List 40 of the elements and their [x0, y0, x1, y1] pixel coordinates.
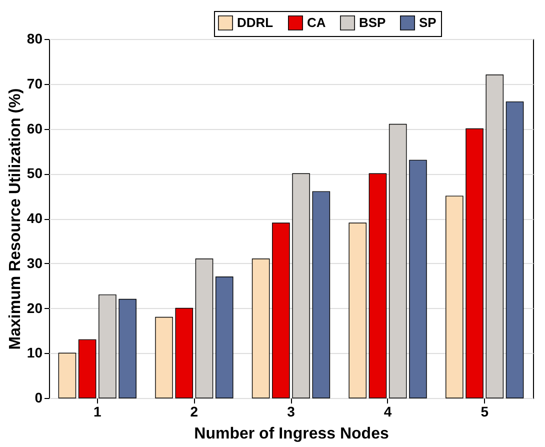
bar	[175, 308, 194, 398]
x-tick-label: 1	[94, 404, 102, 420]
y-tick-label: 70	[26, 75, 43, 92]
y-axis-title: Maximum Resource Utilization (%)	[6, 88, 24, 350]
y-tick-label: 40	[26, 210, 43, 226]
bar	[292, 173, 310, 398]
bar	[195, 258, 214, 398]
x-tick-label: 5	[480, 404, 489, 420]
bar	[348, 222, 367, 398]
bar	[312, 191, 330, 398]
x-axis-title: Number of Ingress Nodes	[194, 426, 389, 442]
bar	[368, 173, 387, 398]
y-tick-label: 30	[26, 254, 43, 271]
legend-label: CA	[307, 14, 326, 30]
legend-label: DDRL	[237, 14, 274, 30]
bar	[98, 294, 116, 398]
legend-label: SP	[419, 14, 437, 30]
bar	[506, 101, 524, 398]
y-tick-label: 20	[26, 300, 43, 316]
bar	[388, 124, 407, 398]
bar	[409, 160, 427, 398]
legend-label: BSP	[359, 14, 386, 30]
y-tick-label: 60	[26, 120, 43, 136]
bar	[58, 352, 76, 398]
x-tick-label: 2	[190, 404, 198, 420]
y-tick-label: 0	[34, 390, 43, 406]
bar	[486, 74, 504, 398]
bar	[118, 298, 136, 398]
y-tick-label: 50	[26, 165, 43, 182]
bar	[272, 222, 290, 398]
bar	[78, 339, 96, 398]
bar	[215, 276, 234, 398]
x-tick-label: 3	[287, 404, 296, 420]
y-tick-label: 80	[26, 30, 43, 46]
bar	[252, 258, 270, 398]
bar	[466, 128, 484, 398]
bar	[155, 316, 173, 398]
x-tick-label: 4	[384, 404, 392, 420]
y-tick-label: 10	[26, 344, 43, 361]
bar	[446, 196, 464, 398]
